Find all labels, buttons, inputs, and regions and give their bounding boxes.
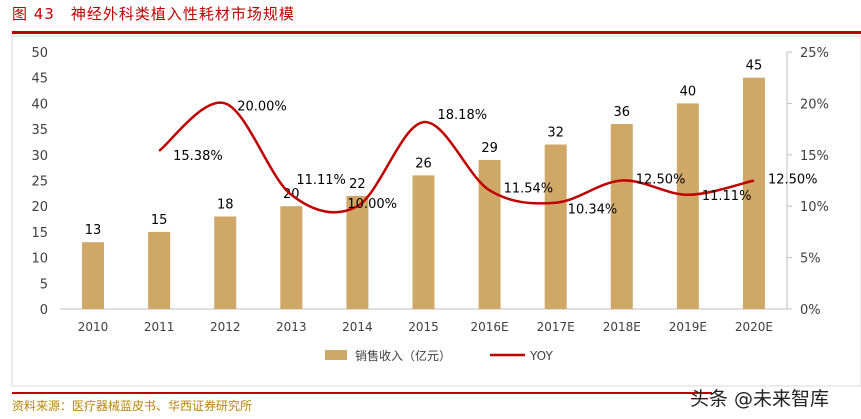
x-tick-label: 2016E [471,320,509,334]
title-divider [12,31,861,34]
x-tick-label: 2014 [342,320,373,334]
right-tick-label: 15% [800,149,829,164]
yoy-data-label: 10.34% [568,203,618,218]
figure-title: 图 43 神经外科类植入性耗材市场规模 [12,3,295,24]
x-tick-label: 2010 [78,320,109,334]
bar [280,206,303,309]
bar-data-label: 29 [481,141,498,156]
x-tick-label: 2012 [210,320,241,334]
x-tick-label: 2011 [144,320,175,334]
yoy-data-label: 11.54% [504,181,554,196]
right-tick-label: 20% [800,97,829,112]
right-tick-label: 10% [800,200,829,215]
bar-data-label: 36 [613,105,630,120]
yoy-data-label: 12.50% [636,173,686,188]
x-tick-label: 2020E [735,320,773,334]
bar [214,216,237,309]
left-tick-label: 10 [31,252,48,267]
bar [412,175,435,309]
yoy-data-label: 11.11% [702,189,752,204]
yoy-data-label: 11.11% [296,173,346,188]
x-tick-label: 2017E [537,320,575,334]
bar [478,159,501,309]
right-tick-label: 0% [800,303,821,318]
bar-data-label: 15 [151,213,168,228]
x-tick-label: 2013 [276,320,307,334]
bar [346,195,369,309]
left-tick-label: 0 [40,303,48,318]
x-tick-label: 2019E [669,320,707,334]
watermark: 头条 @未来智库 [690,388,830,410]
left-tick-label: 5 [40,277,48,292]
x-tick-label: 2018E [603,320,641,334]
legend-bar-label: 销售收入（亿元） [355,348,451,363]
left-tick-label: 25 [31,175,48,190]
left-tick-label: 35 [31,123,48,138]
left-tick-label: 20 [31,200,48,215]
bar-data-label: 40 [680,84,697,99]
figure-number: 图 43 [12,5,55,23]
bar [82,242,105,309]
bar-data-label: 45 [746,59,763,74]
bar-data-label: 13 [85,223,102,238]
bar-data-label: 18 [217,197,234,212]
bar [610,123,633,310]
yoy-line [158,101,755,214]
legend-line-label: YOY [529,349,553,363]
yoy-data-label: 15.38% [173,149,223,164]
left-tick-label: 40 [31,97,48,112]
right-tick-label: 25% [800,46,829,61]
x-tick-label: 2015 [408,320,439,334]
left-tick-label: 45 [31,72,48,87]
figure-title-text: 神经外科类植入性耗材市场规模 [70,5,295,23]
bar-data-label: 26 [415,156,432,171]
yoy-data-label: 20.00% [237,99,287,114]
bar [148,231,171,309]
source-note: 资料来源：医疗器械蓝皮书、华西证券研究所 [12,399,253,413]
left-tick-label: 15 [31,226,48,241]
bar [544,144,567,309]
yoy-data-label: 10.00% [347,197,397,212]
bar-data-label: 22 [349,177,366,192]
bar [676,103,699,310]
left-tick-label: 50 [31,46,48,61]
plot-frame [11,35,861,387]
bar [742,77,765,309]
legend-bar-swatch [325,350,347,360]
right-tick-label: 5% [800,252,821,267]
yoy-data-label: 12.50% [768,173,818,188]
footer-divider [12,392,712,394]
yoy-data-label: 18.18% [438,108,488,123]
left-tick-label: 30 [31,149,48,164]
bar-data-label: 32 [547,126,564,141]
